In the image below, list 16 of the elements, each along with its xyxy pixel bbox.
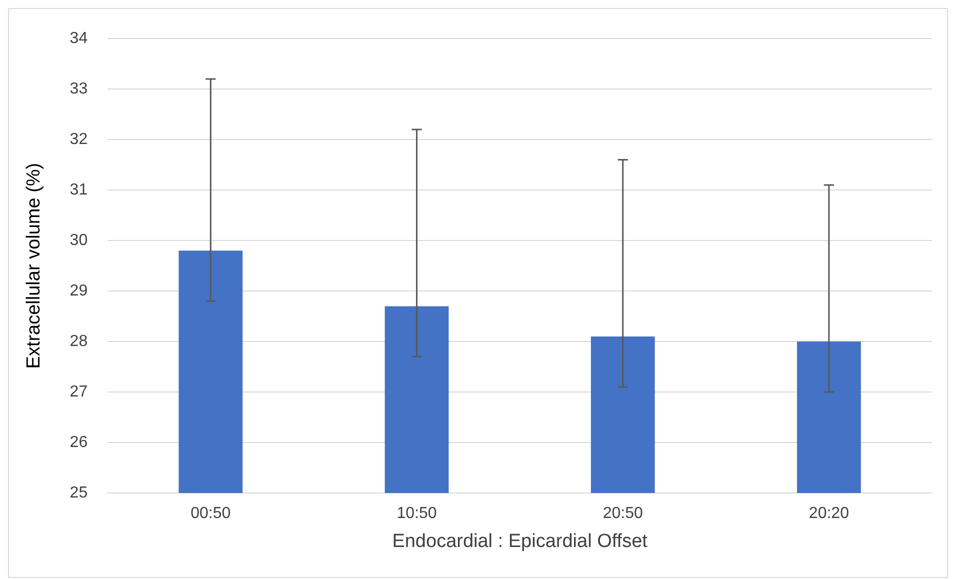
y-tick-label: 34 <box>70 30 88 48</box>
x-tick-label: 20:20 <box>808 505 850 522</box>
y-tick-label: 27 <box>70 383 88 400</box>
x-tick-label: 20:50 <box>602 505 643 522</box>
y-tick-label: 33 <box>70 80 88 98</box>
x-axis-title: Endocardial : Epicardial Offset <box>392 530 648 552</box>
y-tick-label: 31 <box>70 181 88 198</box>
y-tick-label: 28 <box>70 332 88 350</box>
y-tick-label: 25 <box>70 484 88 502</box>
y-tick-label: 26 <box>70 434 88 451</box>
y-tick-label: 30 <box>70 232 88 249</box>
x-tick-label: 00:50 <box>190 505 231 522</box>
y-tick-label: 32 <box>70 130 88 148</box>
x-tick-label: 10:50 <box>396 505 437 522</box>
y-tick-label: 29 <box>70 282 88 300</box>
y-axis-title: Extracellular volume (%) <box>24 162 45 369</box>
